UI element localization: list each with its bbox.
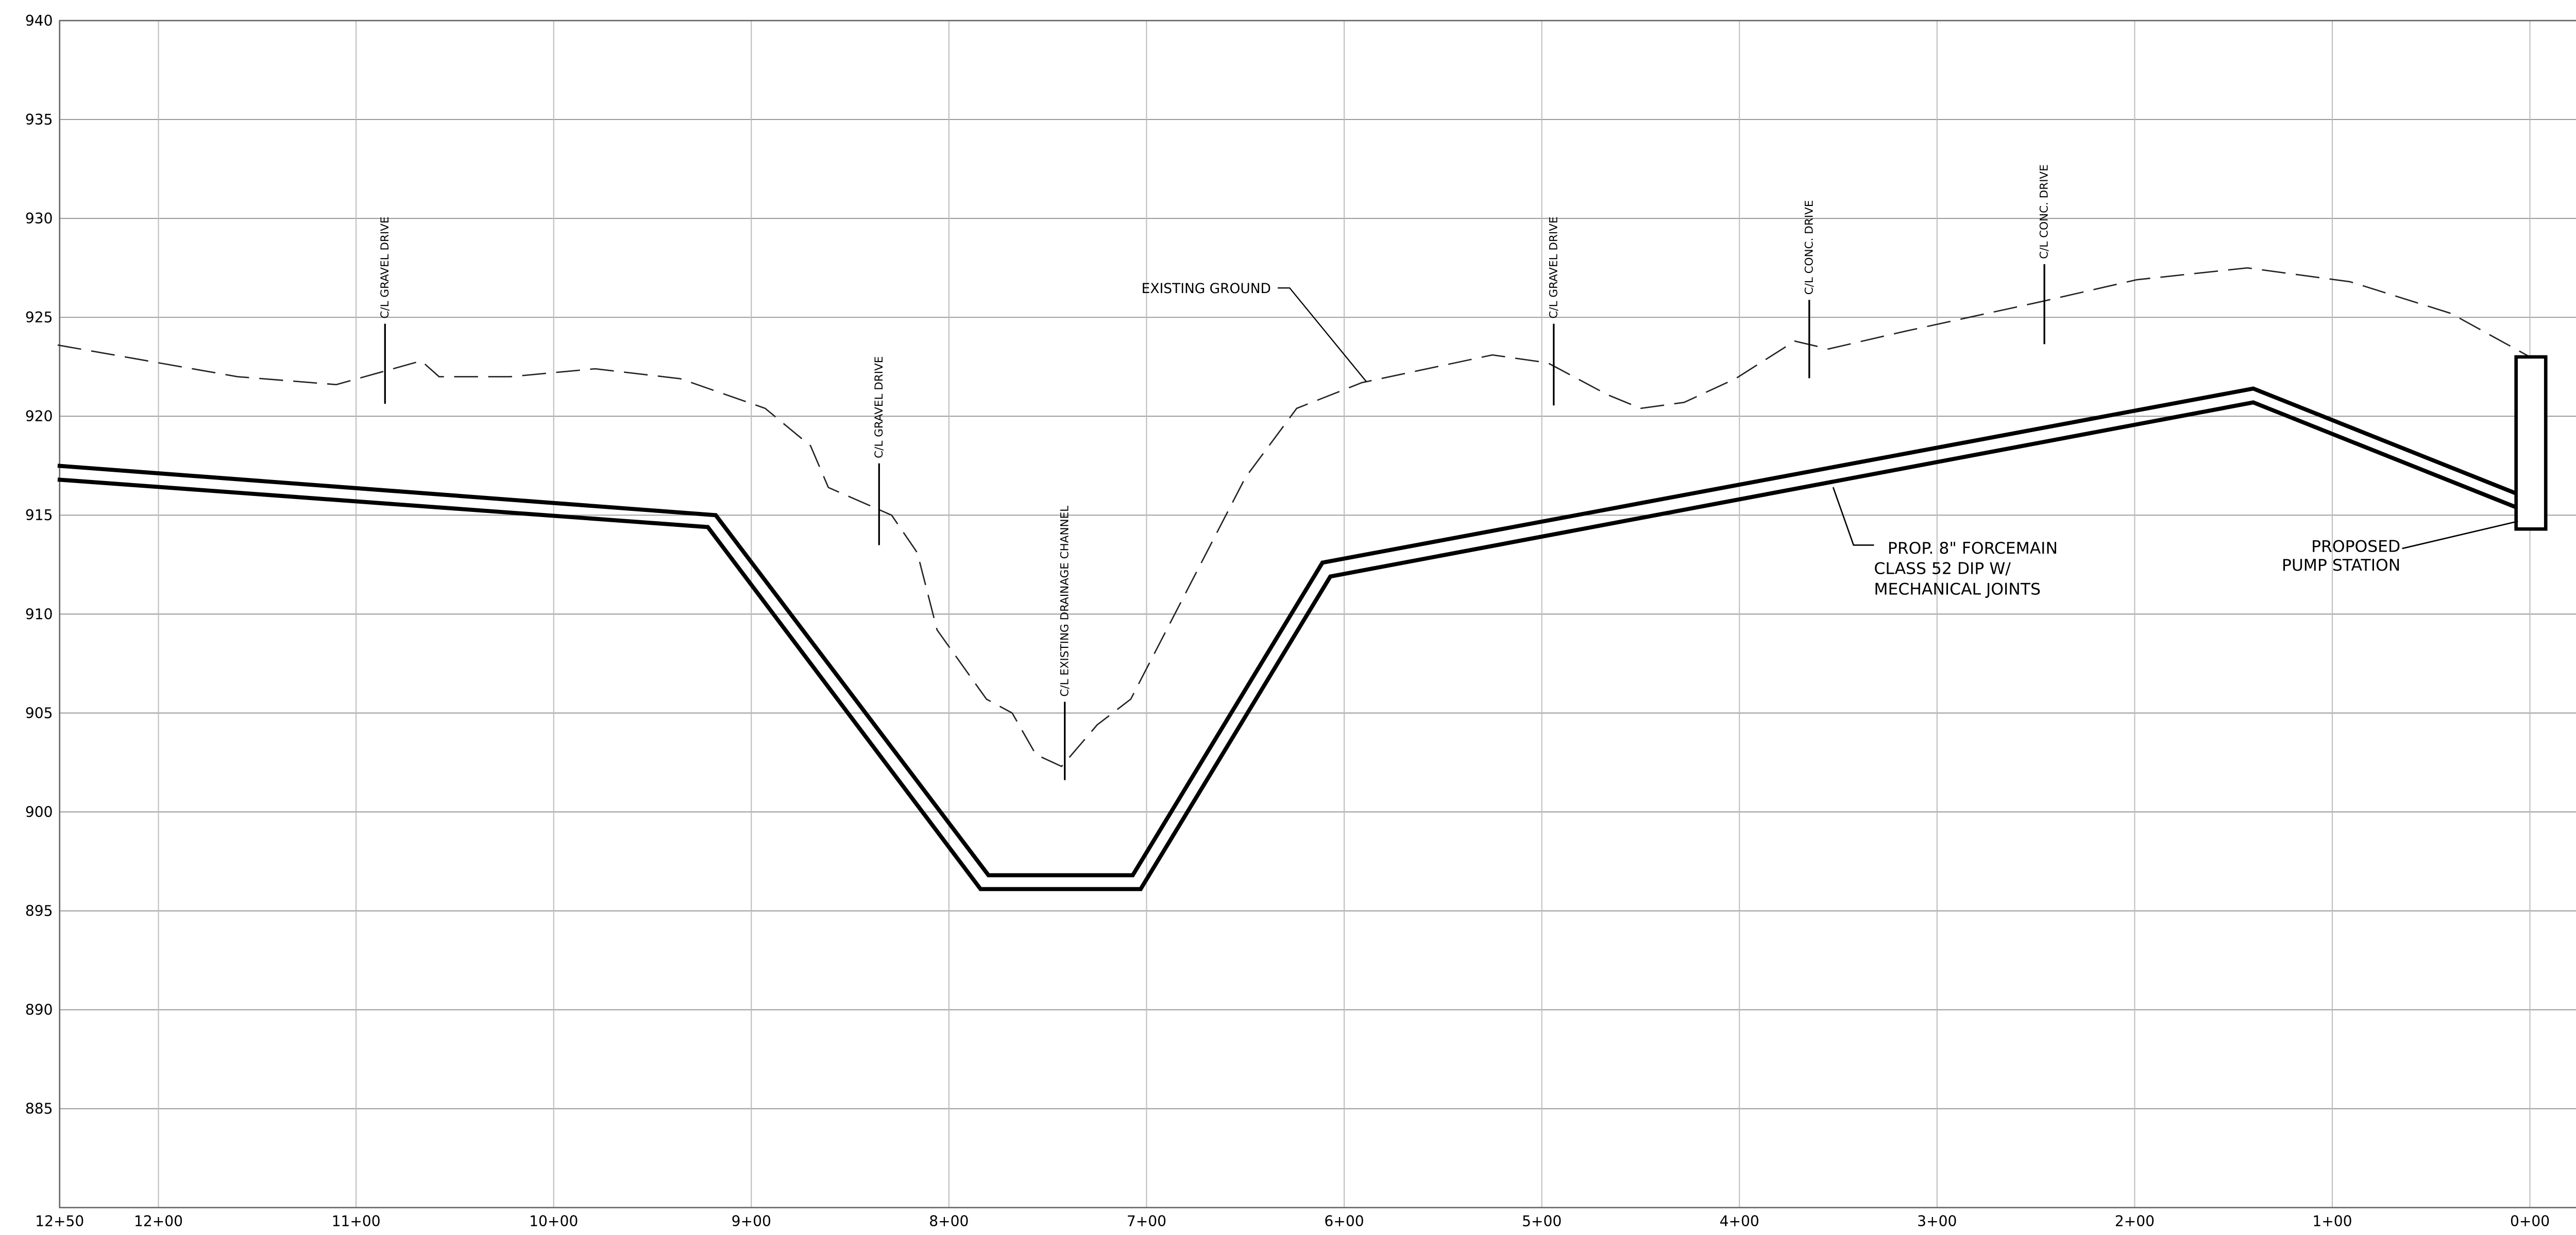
y-tick-label: 920 [25, 408, 53, 425]
y-tick-label: 895 [25, 903, 53, 920]
x-tick-label: 3+00 [1917, 1213, 1957, 1230]
y-tick-label: 885 [25, 1101, 53, 1118]
x-tick-label: 2+00 [2115, 1213, 2155, 1230]
x-tick-label: 6+00 [1324, 1213, 1364, 1230]
station-label: PUMP STATION [2282, 556, 2400, 575]
x-tick-label: 1+00 [2312, 1213, 2352, 1230]
x-tick-label: 0+00 [2510, 1213, 2550, 1230]
x-tick-label: 12+00 [134, 1213, 183, 1230]
x-tick-label: 9+00 [732, 1213, 771, 1230]
leader [2402, 520, 2518, 550]
ground-label: EXISTING GROUND [1142, 281, 1271, 297]
x-tick-label: 8+00 [929, 1213, 969, 1230]
y-tick-label: 910 [25, 606, 53, 623]
y-tick-label: 915 [25, 507, 53, 524]
callout-label: C/L GRAVEL DRIVE [873, 356, 886, 458]
x-tick-label: 10+00 [529, 1213, 578, 1230]
pump-station [2514, 355, 2548, 531]
y-tick-label: 935 [25, 111, 53, 128]
callout-label: C/L GRAVEL DRIVE [379, 216, 392, 318]
callout-label: C/L GRAVEL DRIVE [1547, 216, 1560, 318]
y-tick-label: 940 [25, 12, 53, 29]
profile-line [57, 400, 2517, 891]
pipe-label: MECHANICAL JOINTS [1874, 580, 2040, 598]
profile-line [57, 386, 2517, 878]
x-tick-label: 7+00 [1127, 1213, 1166, 1230]
plot-frame [59, 20, 2576, 1209]
pipe-label: CLASS 52 DIP W/ [1874, 560, 2011, 578]
y-tick-label: 930 [25, 210, 53, 227]
y-tick-label: 905 [25, 705, 53, 722]
station-label: PROPOSED [2311, 538, 2400, 556]
callout-label: C/L EXISTING DRAINAGE CHANNEL [1058, 506, 1071, 697]
leader [1832, 487, 1874, 546]
callout-label: C/L CONC. DRIVE [1803, 200, 1816, 295]
pipe-label: PROP. 8" FORCEMAIN [1888, 539, 2058, 558]
x-tick-label: 11+00 [332, 1213, 381, 1230]
y-tick-label: 900 [25, 803, 53, 820]
y-tick-label: 925 [25, 309, 53, 326]
profile-line [57, 267, 2531, 767]
x-tick-label: 5+00 [1522, 1213, 1562, 1230]
leader [1278, 287, 1367, 382]
x-tick-label: 12+50 [35, 1213, 84, 1230]
y-tick-label: 890 [25, 1002, 53, 1019]
callout-label: C/L CONC. DRIVE [2038, 164, 2051, 259]
x-tick-label: 4+00 [1720, 1213, 1759, 1230]
